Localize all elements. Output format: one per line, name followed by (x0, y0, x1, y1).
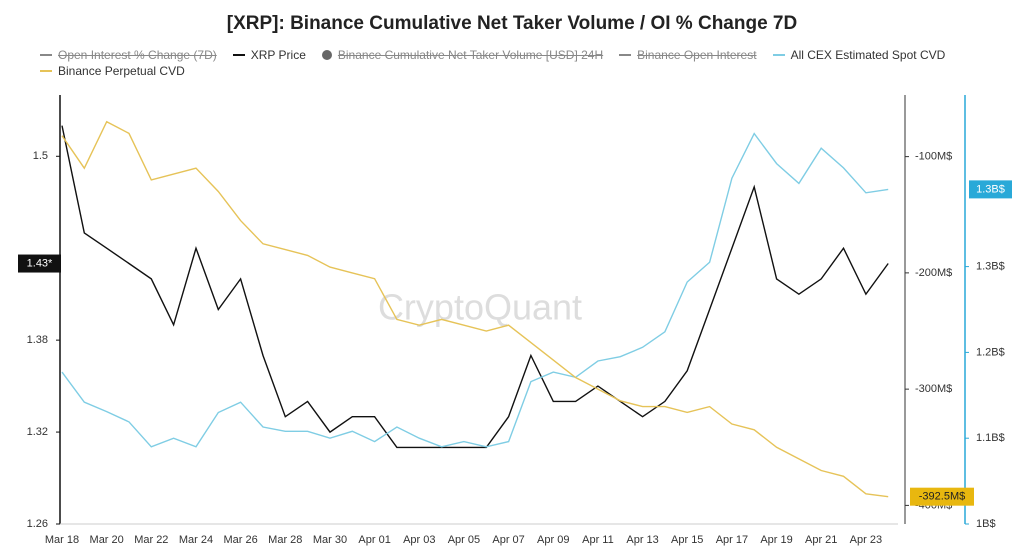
legend-swatch (40, 54, 52, 56)
x-tick-label: Apr 07 (492, 534, 524, 546)
series-line (61, 125, 889, 449)
y-tick-label: 1.32 (27, 426, 48, 438)
x-tick-label: Mar 26 (224, 534, 258, 546)
y-tick-label: 1.26 (27, 518, 48, 530)
legend-swatch (619, 54, 632, 56)
legend-swatch (232, 54, 245, 56)
legend-item[interactable]: XRP Price (232, 48, 306, 62)
legend-label: Binance Perpetual CVD (58, 64, 185, 78)
last-value-label: 1.43* (27, 257, 53, 269)
x-tick-label: Mar 18 (45, 534, 79, 546)
y3-tick-label: 1.1B$ (976, 432, 1005, 444)
legend-swatch (321, 50, 332, 60)
x-tick-label: Apr 19 (760, 534, 792, 546)
legend-label: XRP Price (250, 48, 306, 62)
x-tick-label: Mar 28 (268, 534, 302, 546)
x-tick-label: Mar 22 (134, 534, 168, 546)
y2-tick-label: -300M$ (915, 383, 952, 395)
x-tick-label: Apr 15 (671, 534, 703, 546)
last-value-label: -392.5M$ (919, 491, 965, 503)
legend-label: Binance Cumulative Net Taker Volume [USD… (337, 48, 604, 62)
y-tick-label: 1.38 (27, 334, 48, 346)
x-tick-label: Apr 05 (448, 534, 480, 546)
y3-tick-label: 1.3B$ (976, 261, 1005, 273)
x-tick-label: Apr 11 (582, 534, 614, 546)
x-tick-label: Mar 20 (90, 534, 124, 546)
legend-label: Binance Open Interest (637, 48, 757, 62)
last-value-box (969, 180, 1012, 199)
x-tick-label: Apr 03 (403, 534, 435, 546)
y2-tick-label: -200M$ (915, 267, 952, 279)
legend-item[interactable]: Open Interest % Change (7D) (40, 48, 217, 62)
series-line (61, 132, 889, 448)
y2-tick-label: -100M$ (915, 151, 952, 163)
series-line (61, 120, 889, 498)
y-tick-label: 1.5 (33, 150, 48, 162)
legend-label: Open Interest % Change (7D) (58, 48, 217, 62)
x-tick-label: Apr 17 (716, 534, 748, 546)
legend-swatch (40, 70, 52, 72)
x-tick-label: Apr 13 (626, 534, 658, 546)
legend-item[interactable]: Binance Perpetual CVD (40, 64, 185, 78)
x-tick-label: Apr 21 (805, 534, 837, 546)
legend-label: All CEX Estimated Spot CVD (790, 48, 946, 62)
last-value-box (910, 487, 974, 506)
x-tick-label: Mar 24 (179, 534, 213, 546)
chart-title: [XRP]: Binance Cumulative Net Taker Volu… (227, 13, 797, 34)
legend-swatch (772, 54, 785, 56)
last-value-box (18, 254, 61, 273)
x-tick-label: Apr 01 (358, 534, 390, 546)
legend-item[interactable]: Binance Open Interest (619, 48, 757, 62)
legend: Open Interest % Change (7D) XRP Price Bina… (40, 48, 1000, 78)
x-tick-label: Apr 23 (850, 534, 882, 546)
last-value-label: 1.3B$ (976, 183, 1005, 195)
watermark: CryptoQuant (378, 287, 582, 328)
legend-item[interactable]: All CEX Estimated Spot CVD (772, 48, 946, 62)
x-tick-label: Mar 30 (313, 534, 347, 546)
legend-item[interactable]: Binance Cumulative Net Taker Volume [USD… (321, 48, 604, 62)
x-tick-label: Apr 09 (537, 534, 569, 546)
y3-tick-label: 1B$ (976, 518, 996, 530)
y3-tick-label: 1.2B$ (976, 346, 1005, 358)
